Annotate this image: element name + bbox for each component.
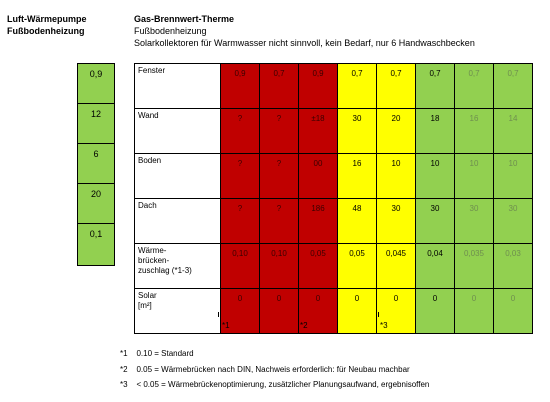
left-value: 0,9 (78, 69, 114, 79)
marker-tick (378, 312, 379, 317)
table-cell: 0,9 (299, 64, 338, 109)
table-cell: 0 (338, 289, 377, 334)
table-cell: 30 (416, 199, 455, 244)
heat-pump-column: 0,9 12 6 20 0,1 (77, 63, 115, 266)
table-cell: 0,04 (416, 244, 455, 289)
table-cell: 00 (299, 154, 338, 199)
table-cell: 186 (299, 199, 338, 244)
footnote: *3 < 0.05 = Wärmebrückenoptimierung, zus… (120, 380, 429, 389)
table-row: Solar [m²] 0 0 0 0 0 0 0 0 (135, 289, 533, 334)
table-cell: 0,7 (338, 64, 377, 109)
footnote-text: < 0.05 = Wärmebrückenoptimierung, zusätz… (136, 380, 429, 389)
table-cell: 0,10 (221, 244, 260, 289)
table-cell: 30 (338, 109, 377, 154)
table-cell: 10 (455, 154, 494, 199)
table-cell: ±18 (299, 109, 338, 154)
table-cell: 0,03 (494, 244, 533, 289)
footnote-text: 0.05 = Wärmebrücken nach DIN, Nachweis e… (136, 365, 409, 374)
table-cell: ? (221, 154, 260, 199)
table-cell: 0 (494, 289, 533, 334)
table-cell: 16 (338, 154, 377, 199)
table-cell: ? (260, 109, 299, 154)
table-cell: 0,9 (221, 64, 260, 109)
row-label: Wärme-brücken-zuschlag (*1-3) (135, 244, 221, 289)
table-cell: 0,035 (455, 244, 494, 289)
table-cell: 0,045 (377, 244, 416, 289)
table-cell: ? (221, 199, 260, 244)
table-cell: 0,05 (299, 244, 338, 289)
left-subtitle: Fußbodenheizung (7, 26, 84, 37)
table-cell: ? (260, 199, 299, 244)
footnote-mark: *1 (120, 349, 128, 358)
table-cell: 30 (377, 199, 416, 244)
table-cell: 18 (416, 109, 455, 154)
table-cell: 0,7 (494, 64, 533, 109)
right-title: Gas-Brennwert-Therme (134, 14, 234, 25)
footnote-mark: *3 (120, 380, 128, 389)
table-cell: 30 (455, 199, 494, 244)
table-cell: 0,10 (260, 244, 299, 289)
table-cell: 10 (377, 154, 416, 199)
row-label: Fenster (135, 64, 221, 109)
left-value: 20 (78, 189, 114, 199)
footnote: *1 0.10 = Standard (120, 349, 194, 358)
table-cell: 0 (260, 289, 299, 334)
table-row: Wand?? ±18 30 20 18 16 14 (135, 109, 533, 154)
left-value: 12 (78, 109, 114, 119)
table-cell: 0,05 (338, 244, 377, 289)
left-value: 0,1 (78, 229, 114, 239)
table-cell: 30 (494, 199, 533, 244)
table-cell: 48 (338, 199, 377, 244)
table-row: Fenster 0,9 0,7 0,9 0,7 0,7 0,7 0,7 0,7 (135, 64, 533, 109)
right-subtitle: Fußbodenheizung (134, 26, 207, 37)
footnote-text: 0.10 = Standard (136, 349, 193, 358)
table-cell: 0,7 (260, 64, 299, 109)
table-cell: 20 (377, 109, 416, 154)
row-label: Dach (135, 199, 221, 244)
table-row: Boden?? 00 16 10 10 10 10 (135, 154, 533, 199)
footnote-mark: *2 (120, 365, 128, 374)
table-cell: 0,7 (455, 64, 494, 109)
table-cell: 14 (494, 109, 533, 154)
table-cell: ? (260, 154, 299, 199)
marker-label: *2 (300, 320, 308, 331)
comparison-table: Fenster 0,9 0,7 0,9 0,7 0,7 0,7 0,7 0,7 Wand?? ±18… (134, 63, 533, 334)
row-label: Wand (135, 109, 221, 154)
row-label: Boden (135, 154, 221, 199)
marker-label: *3 (380, 320, 388, 331)
footnote: *2 0.05 = Wärmebrücken nach DIN, Nachwei… (120, 365, 410, 374)
table-cell: 0,7 (416, 64, 455, 109)
left-value: 6 (78, 149, 114, 159)
table-row: Wärme-brücken-zuschlag (*1-3) 0,10 0,10 0,0… (135, 244, 533, 289)
table-cell: ? (221, 109, 260, 154)
left-title: Luft-Wärmepumpe (7, 14, 87, 25)
right-note: Solarkollektoren für Warmwasser nicht si… (134, 38, 475, 49)
row-label: Solar [m²] (135, 289, 221, 334)
marker-tick (298, 312, 299, 317)
table-row: Dach?? 186 48 30 30 30 30 (135, 199, 533, 244)
marker-tick (218, 312, 219, 317)
table-cell: 0,7 (377, 64, 416, 109)
table-cell: 10 (416, 154, 455, 199)
table-cell: 10 (494, 154, 533, 199)
table-cell: 0 (455, 289, 494, 334)
marker-label: *1 (222, 320, 230, 331)
table-cell: 0 (416, 289, 455, 334)
table-cell: 16 (455, 109, 494, 154)
